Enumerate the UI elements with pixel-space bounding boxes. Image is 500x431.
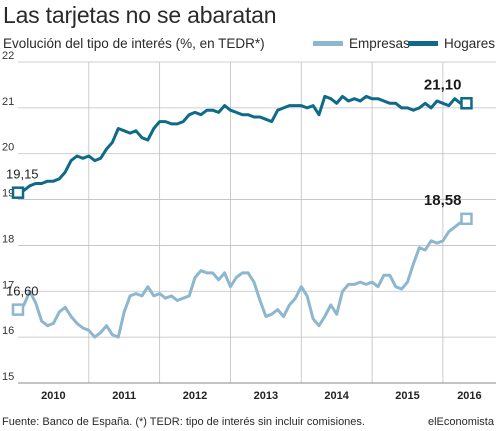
y-tick-label-18: 18 [2, 233, 14, 245]
legend-label-empresas: Empresas [349, 36, 410, 51]
legend-swatch-hogares [408, 41, 438, 46]
end-marker-hogares [460, 97, 473, 110]
start-marker-empresas [11, 303, 25, 316]
legend-label-hogares: Hogares [444, 36, 496, 51]
y-tick-label-16: 16 [2, 325, 14, 337]
legend-swatch-empresas [313, 41, 343, 46]
y-tick-label-20: 20 [2, 142, 14, 154]
x-tick-label-2013: 2013 [254, 390, 278, 402]
end-marker-empresas [460, 212, 473, 226]
y-tick-label-15: 15 [2, 371, 14, 383]
x-tick-label-2016: 2016 [457, 390, 481, 402]
start-marker-hogares [11, 186, 25, 199]
y-tick-label-19: 19 [2, 188, 14, 200]
legend-item-empresas: Empresas [313, 36, 410, 51]
publisher-logo: elEconomista [427, 416, 494, 428]
legend-item-hogares: Hogares [408, 36, 495, 51]
end-value-label-hogares: 21,10 [424, 76, 462, 93]
series-line-hogares [16, 94, 468, 195]
y-tick-label-17: 17 [2, 279, 14, 291]
start-value-label-hogares: 19,15 [6, 167, 39, 182]
x-tick-label-2015: 2015 [395, 390, 419, 402]
start-value-label-empresas: 16,60 [6, 284, 39, 299]
source-note: Fuente: Banco de España. (*) TEDR: tipo … [2, 416, 365, 428]
y-tick-label-22: 22 [2, 50, 14, 62]
chart-subtitle: Evolución del tipo de interés (%, en TED… [3, 36, 265, 51]
x-tick-label-2012: 2012 [183, 390, 207, 402]
x-tick-label-2011: 2011 [112, 390, 136, 402]
chart-title: Las tarjetas no se abaratan [3, 2, 277, 28]
x-tick-label-2010: 2010 [41, 390, 65, 402]
series-line-empresas [16, 217, 468, 339]
y-tick-label-21: 21 [2, 96, 14, 108]
end-value-label-empresas: 18,58 [424, 192, 462, 209]
x-tick-label-2014: 2014 [324, 390, 349, 402]
